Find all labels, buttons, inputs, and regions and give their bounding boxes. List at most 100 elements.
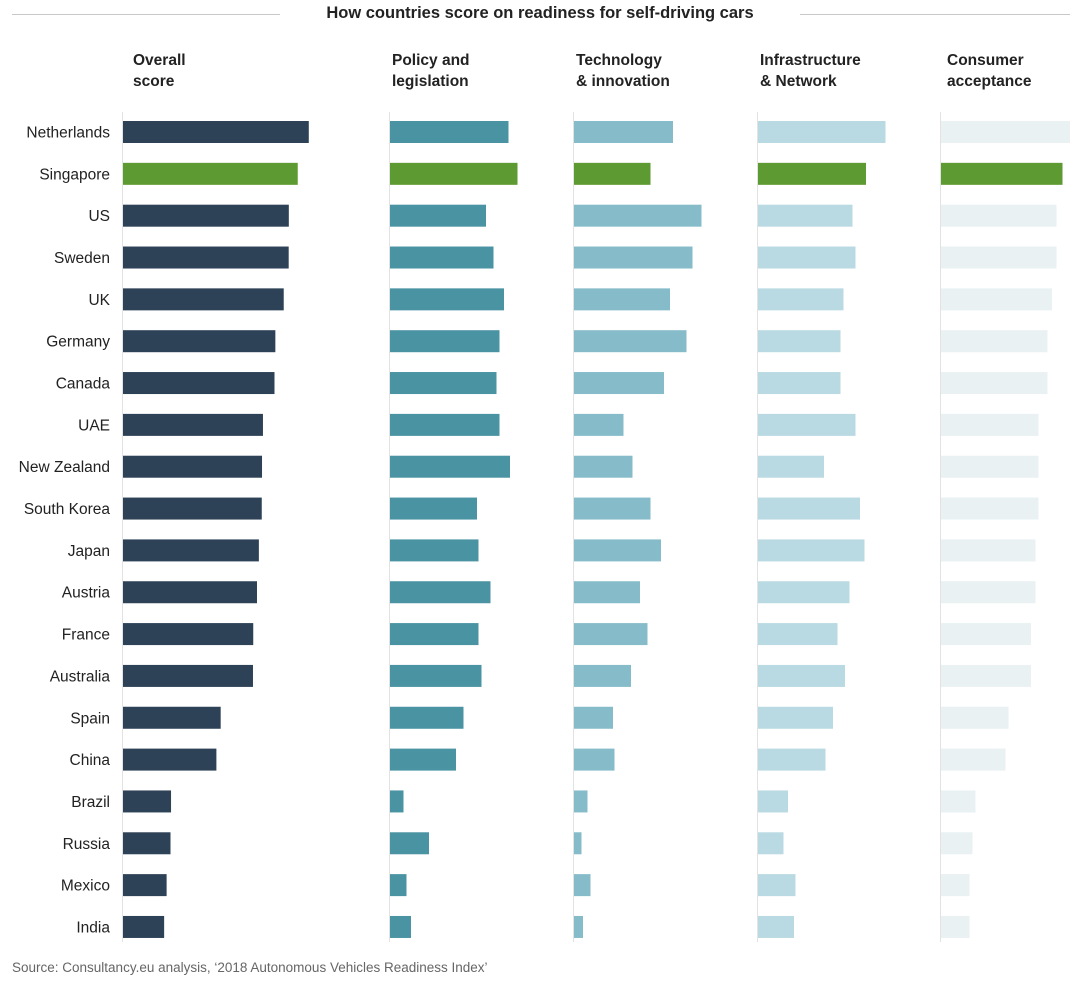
category-label: Singapore <box>39 166 110 183</box>
series-header: score <box>133 73 175 90</box>
bar-japan <box>758 539 865 562</box>
bar-australia <box>941 664 1031 687</box>
bar-germany <box>941 330 1048 353</box>
bar-us <box>574 204 702 227</box>
bar-netherlands <box>758 121 886 143</box>
bar-india <box>941 915 970 938</box>
bar-brazil <box>574 790 588 813</box>
bar-canada <box>941 372 1048 395</box>
category-label: New Zealand <box>19 459 110 476</box>
bar-new-zealand <box>123 455 263 478</box>
category-label: Russia <box>63 836 111 853</box>
bar-singapore <box>574 162 651 185</box>
category-label: Austria <box>62 585 111 602</box>
bar-sweden <box>574 246 693 269</box>
bar-sweden <box>390 246 494 269</box>
bar-singapore <box>941 162 1063 185</box>
chart-title-row: How countries score on readiness for sel… <box>0 2 1080 26</box>
bar-south-korea <box>390 497 477 520</box>
category-label: UAE <box>78 417 110 434</box>
bar-netherlands <box>390 121 509 143</box>
category-label: Japan <box>68 543 110 560</box>
bar-france <box>758 623 838 646</box>
bar-india <box>758 915 794 938</box>
bar-us <box>941 204 1057 227</box>
bar-russia <box>574 832 582 855</box>
category-label: France <box>62 627 110 644</box>
bar-spain <box>574 706 613 729</box>
bar-mexico <box>123 874 167 897</box>
bar-india <box>574 915 583 938</box>
bar-new-zealand <box>390 455 510 478</box>
bar-mexico <box>758 874 796 897</box>
bar-sweden <box>123 246 289 269</box>
bar-india <box>123 915 165 938</box>
category-label: Spain <box>70 710 110 727</box>
chart-title: How countries score on readiness for sel… <box>320 4 760 22</box>
series-header: & innovation <box>576 73 670 90</box>
source-note: Source: Consultancy.eu analysis, ‘2018 A… <box>12 960 488 975</box>
bar-austria <box>123 581 257 604</box>
bar-singapore <box>123 162 298 185</box>
series-header: Overall <box>133 52 186 69</box>
bar-mexico <box>941 874 970 897</box>
title-rule-right <box>800 14 1070 15</box>
series-header: Consumer <box>947 52 1024 69</box>
bar-uk <box>941 288 1052 311</box>
bar-netherlands <box>123 121 309 143</box>
series-header: Policy and <box>392 52 470 69</box>
bar-uae <box>574 413 624 436</box>
bar-australia <box>123 664 253 687</box>
bar-spain <box>941 706 1009 729</box>
bar-austria <box>758 581 850 604</box>
bar-china <box>390 748 456 771</box>
bar-russia <box>758 832 784 855</box>
bar-china <box>574 748 615 771</box>
bar-australia <box>574 664 631 687</box>
bar-netherlands <box>941 121 1070 143</box>
bar-us <box>390 204 486 227</box>
bar-france <box>123 623 254 646</box>
bar-spain <box>758 706 833 729</box>
bar-germany <box>123 330 276 353</box>
bar-mexico <box>390 874 407 897</box>
title-rule-left <box>12 14 280 15</box>
bar-singapore <box>758 162 866 185</box>
bar-austria <box>390 581 491 604</box>
series-header: & Network <box>760 73 837 90</box>
bar-japan <box>123 539 259 562</box>
bar-france <box>941 623 1031 646</box>
category-label: Mexico <box>61 878 110 895</box>
bar-mexico <box>574 874 591 897</box>
bar-south-korea <box>123 497 262 520</box>
bar-china <box>941 748 1006 771</box>
bar-uk <box>390 288 504 311</box>
bar-uk <box>758 288 844 311</box>
category-label: India <box>76 919 110 936</box>
series-header: Infrastructure <box>760 52 861 69</box>
bar-germany <box>574 330 687 353</box>
bar-us <box>758 204 853 227</box>
bar-china <box>758 748 826 771</box>
bar-spain <box>123 706 221 729</box>
bar-sweden <box>941 246 1057 269</box>
category-label: Australia <box>50 668 111 685</box>
bar-south-korea <box>574 497 651 520</box>
bar-uae <box>758 413 856 436</box>
category-label: Sweden <box>54 250 110 267</box>
bar-singapore <box>390 162 518 185</box>
bar-australia <box>758 664 845 687</box>
bar-germany <box>758 330 841 353</box>
bar-australia <box>390 664 482 687</box>
category-label: Canada <box>56 376 111 393</box>
category-label: Netherlands <box>26 125 110 142</box>
bar-spain <box>390 706 464 729</box>
bar-canada <box>390 372 497 395</box>
bar-japan <box>941 539 1036 562</box>
bar-uk <box>574 288 670 311</box>
category-label: China <box>70 752 111 769</box>
bar-uae <box>390 413 500 436</box>
bar-new-zealand <box>941 455 1039 478</box>
bar-india <box>390 915 411 938</box>
